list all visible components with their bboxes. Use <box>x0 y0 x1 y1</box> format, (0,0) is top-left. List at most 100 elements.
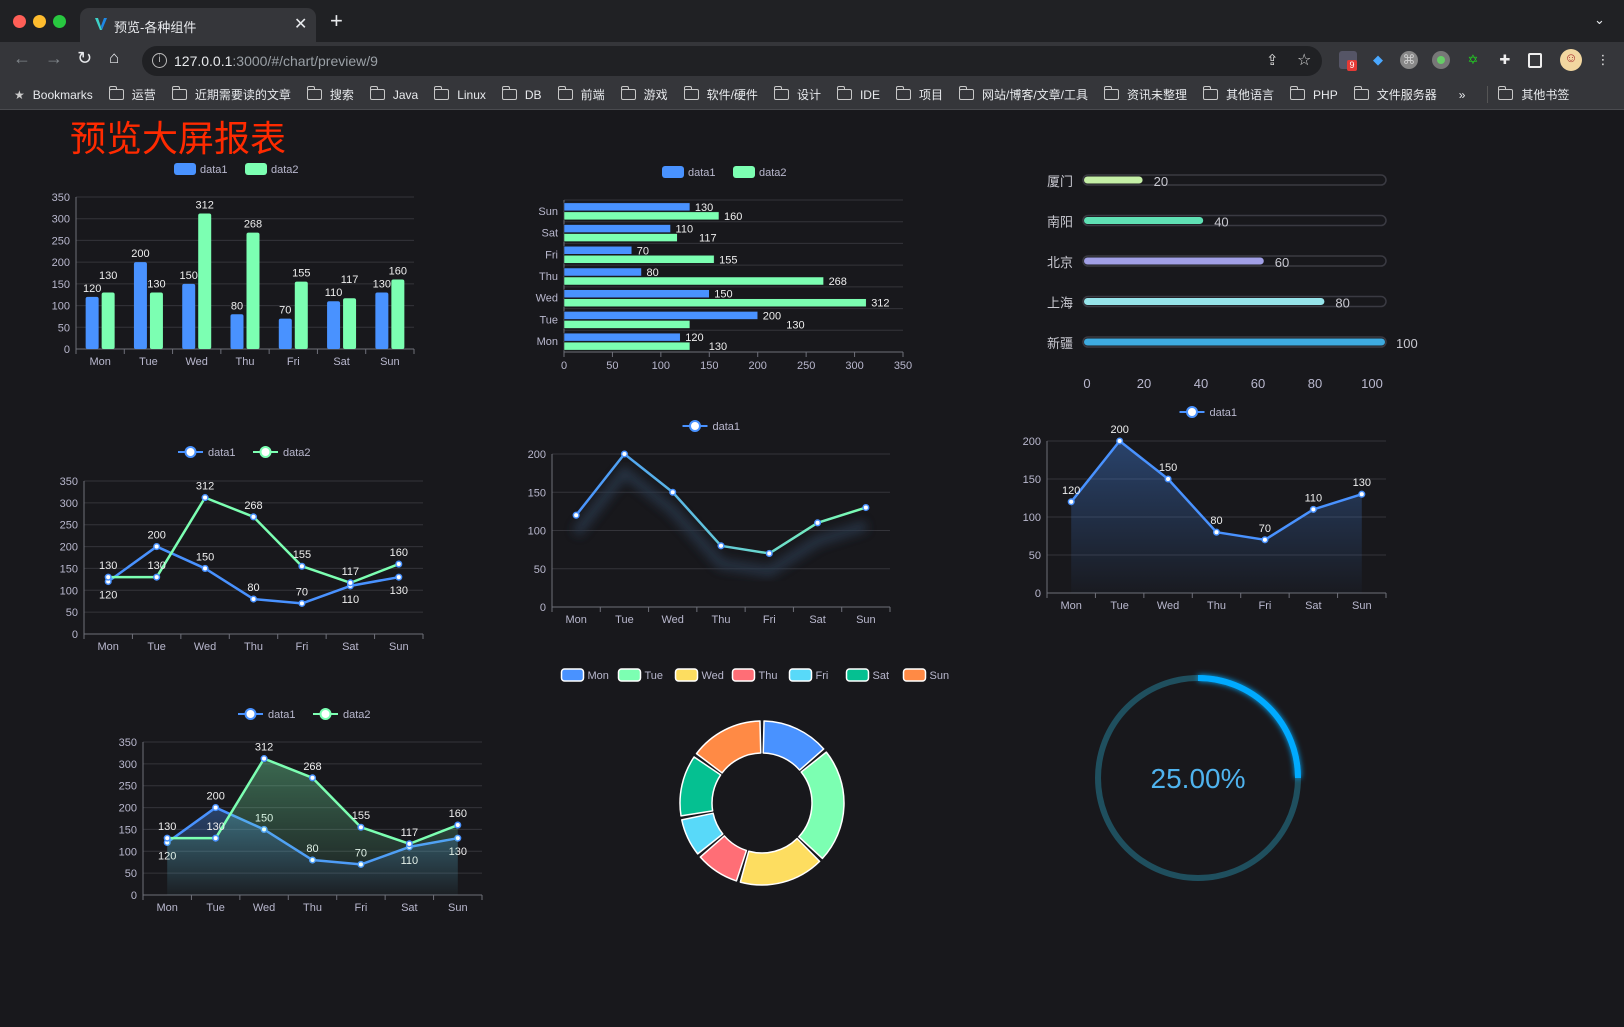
legend-item[interactable]: Thu <box>731 668 778 682</box>
side-panel-icon[interactable] <box>1528 53 1542 68</box>
bookmark-folder[interactable]: 文件服务器 <box>1353 86 1437 103</box>
data-label: 80 <box>1210 515 1222 527</box>
data-label: 130 <box>373 279 391 291</box>
legend-label: data2 <box>343 709 371 721</box>
bookmark-folder[interactable]: 设计 <box>773 86 821 103</box>
y-tick-label: 300 <box>52 214 70 226</box>
legend-item[interactable]: data2 <box>313 708 371 721</box>
bookmark-folder[interactable]: 游戏 <box>620 86 668 103</box>
bookmark-label: Linux <box>457 87 486 102</box>
maximize-window-button[interactable] <box>53 15 66 28</box>
browser-menu-icon[interactable]: ⋮ <box>1596 52 1610 67</box>
bookmark-folder[interactable]: 搜索 <box>306 86 354 103</box>
x-tick-label: Mon <box>1061 600 1082 612</box>
data-label: 130 <box>709 341 727 353</box>
legend-item[interactable]: data2 <box>733 166 787 179</box>
data-label: 150 <box>1159 462 1177 474</box>
more-bookmarks-button[interactable]: » <box>1458 87 1466 102</box>
y-tick-label: 0 <box>1035 588 1041 600</box>
x-tick-label: 50 <box>606 360 618 372</box>
diamond-extension-icon[interactable]: ◆ <box>1373 52 1383 67</box>
bookmarks-button[interactable]: ★ Bookmarks <box>14 88 93 102</box>
data-label: 120 <box>685 332 703 344</box>
legend-item[interactable]: Sun <box>902 668 950 682</box>
extensions-puzzle-icon[interactable]: ✚ <box>1499 52 1511 67</box>
y-tick-label: Sat <box>541 228 558 240</box>
legend-item[interactable]: Mon <box>560 668 609 682</box>
y-tick-label: 150 <box>1023 474 1041 486</box>
share-icon[interactable]: ⇪ <box>1266 52 1279 69</box>
forward-arrow-icon[interactable]: → <box>45 48 63 68</box>
chart-legend: data1 data2 <box>662 166 787 179</box>
legend-item[interactable]: Tue <box>617 668 664 682</box>
new-tab-button[interactable]: + <box>330 8 343 33</box>
x-tick-label: Sat <box>342 641 359 653</box>
legend-item[interactable]: data2 <box>253 446 311 459</box>
x-tick-label: Thu <box>303 902 322 914</box>
bookmark-folder[interactable]: 网站/博客/文章/工具 <box>958 86 1088 103</box>
bookmark-folder[interactable]: PHP <box>1290 86 1338 103</box>
browser-tab[interactable]: 预览-各种组件 ✕ <box>80 8 316 42</box>
donut-slice-Wed <box>739 837 821 886</box>
bookmark-folder[interactable]: 其他语言 <box>1203 86 1274 103</box>
tab-close-icon[interactable]: ✕ <box>294 16 308 33</box>
data-label: 150 <box>714 289 732 301</box>
legend-item[interactable]: Wed <box>674 668 724 682</box>
star-extension-icon[interactable]: ✡ <box>1467 52 1479 67</box>
bookmark-star-icon[interactable]: ☆ <box>1297 52 1312 69</box>
address-bar[interactable]: i 127.0.0.1:3000/#/chart/preview/9 ⇪ ☆ <box>142 46 1322 76</box>
legend-item[interactable]: data2 <box>245 163 299 176</box>
reload-icon[interactable]: ↻ <box>77 48 93 68</box>
avatar[interactable]: ☺ <box>1560 49 1582 71</box>
y-tick-label: Wed <box>536 293 558 305</box>
other-bookmarks-folder[interactable]: 其他书签 <box>1487 86 1569 103</box>
command-extension-icon[interactable]: ⌘ <box>1400 51 1418 69</box>
y-tick-label: 200 <box>52 257 70 269</box>
x-tick-label: Wed <box>253 902 275 914</box>
legend-item[interactable]: data1 <box>1179 406 1238 419</box>
back-arrow-icon[interactable]: ← <box>13 48 31 68</box>
bookmark-folders: 运营 近期需要读的文章 搜索 Java Linux DB 前端 游戏 软件/硬件 设计 IDE 项目 网… <box>108 86 1453 103</box>
legend-swatch-icon <box>662 166 684 178</box>
data-label: 155 <box>352 810 370 822</box>
bookmark-folder[interactable]: IDE <box>836 86 880 103</box>
x-tick-label: Tue <box>139 356 158 368</box>
tab-title: 预览-各种组件 <box>114 20 197 35</box>
legend-item[interactable]: Fri <box>788 668 829 682</box>
green-dot-extension-icon[interactable] <box>1432 51 1450 69</box>
bookmark-folder[interactable]: Java <box>369 86 418 103</box>
legend-item[interactable]: data1 <box>178 446 236 459</box>
bookmark-folder[interactable]: 软件/硬件 <box>683 86 758 103</box>
minimize-window-button[interactable] <box>33 15 46 28</box>
progress-track <box>1082 214 1387 227</box>
legend-swatch-icon <box>845 668 870 682</box>
legend-label: Tue <box>645 670 664 682</box>
close-window-button[interactable] <box>13 15 26 28</box>
extension-grid-icon[interactable]: 9 <box>1339 51 1357 71</box>
bookmark-folder[interactable]: 项目 <box>895 86 943 103</box>
bookmark-folder[interactable]: 前端 <box>557 86 605 103</box>
y-tick-label: 300 <box>60 498 78 510</box>
bookmark-folder[interactable]: DB <box>501 86 542 103</box>
legend-item[interactable]: data1 <box>682 420 741 433</box>
y-tick-label: 250 <box>60 520 78 532</box>
site-info-icon[interactable]: i <box>152 53 167 68</box>
tab-search-chevron-icon[interactable]: ⌄ <box>1594 12 1605 27</box>
url-text[interactable]: 127.0.0.1:3000/#/chart/preview/9 <box>174 53 378 69</box>
home-icon[interactable]: ⌂ <box>109 48 120 67</box>
legend-item[interactable]: data1 <box>662 166 716 179</box>
bookmark-folder[interactable]: 运营 <box>108 86 156 103</box>
bar-data2-Thu <box>563 276 824 286</box>
legend-item[interactable]: Sat <box>845 668 890 682</box>
x-tick-label: 60 <box>1251 376 1265 391</box>
x-tick-label: Tue <box>206 902 225 914</box>
y-tick-label: 150 <box>528 487 546 499</box>
legend-item[interactable]: data1 <box>174 163 228 176</box>
x-tick-label: Thu <box>1207 600 1226 612</box>
bookmark-folder[interactable]: 近期需要读的文章 <box>171 86 291 103</box>
legend-swatch-icon <box>788 668 813 682</box>
bookmark-folder[interactable]: 资讯未整理 <box>1104 86 1187 103</box>
bookmark-folder[interactable]: Linux <box>434 86 486 103</box>
legend-item[interactable]: data1 <box>238 708 296 721</box>
x-tick-label: 40 <box>1194 376 1208 391</box>
